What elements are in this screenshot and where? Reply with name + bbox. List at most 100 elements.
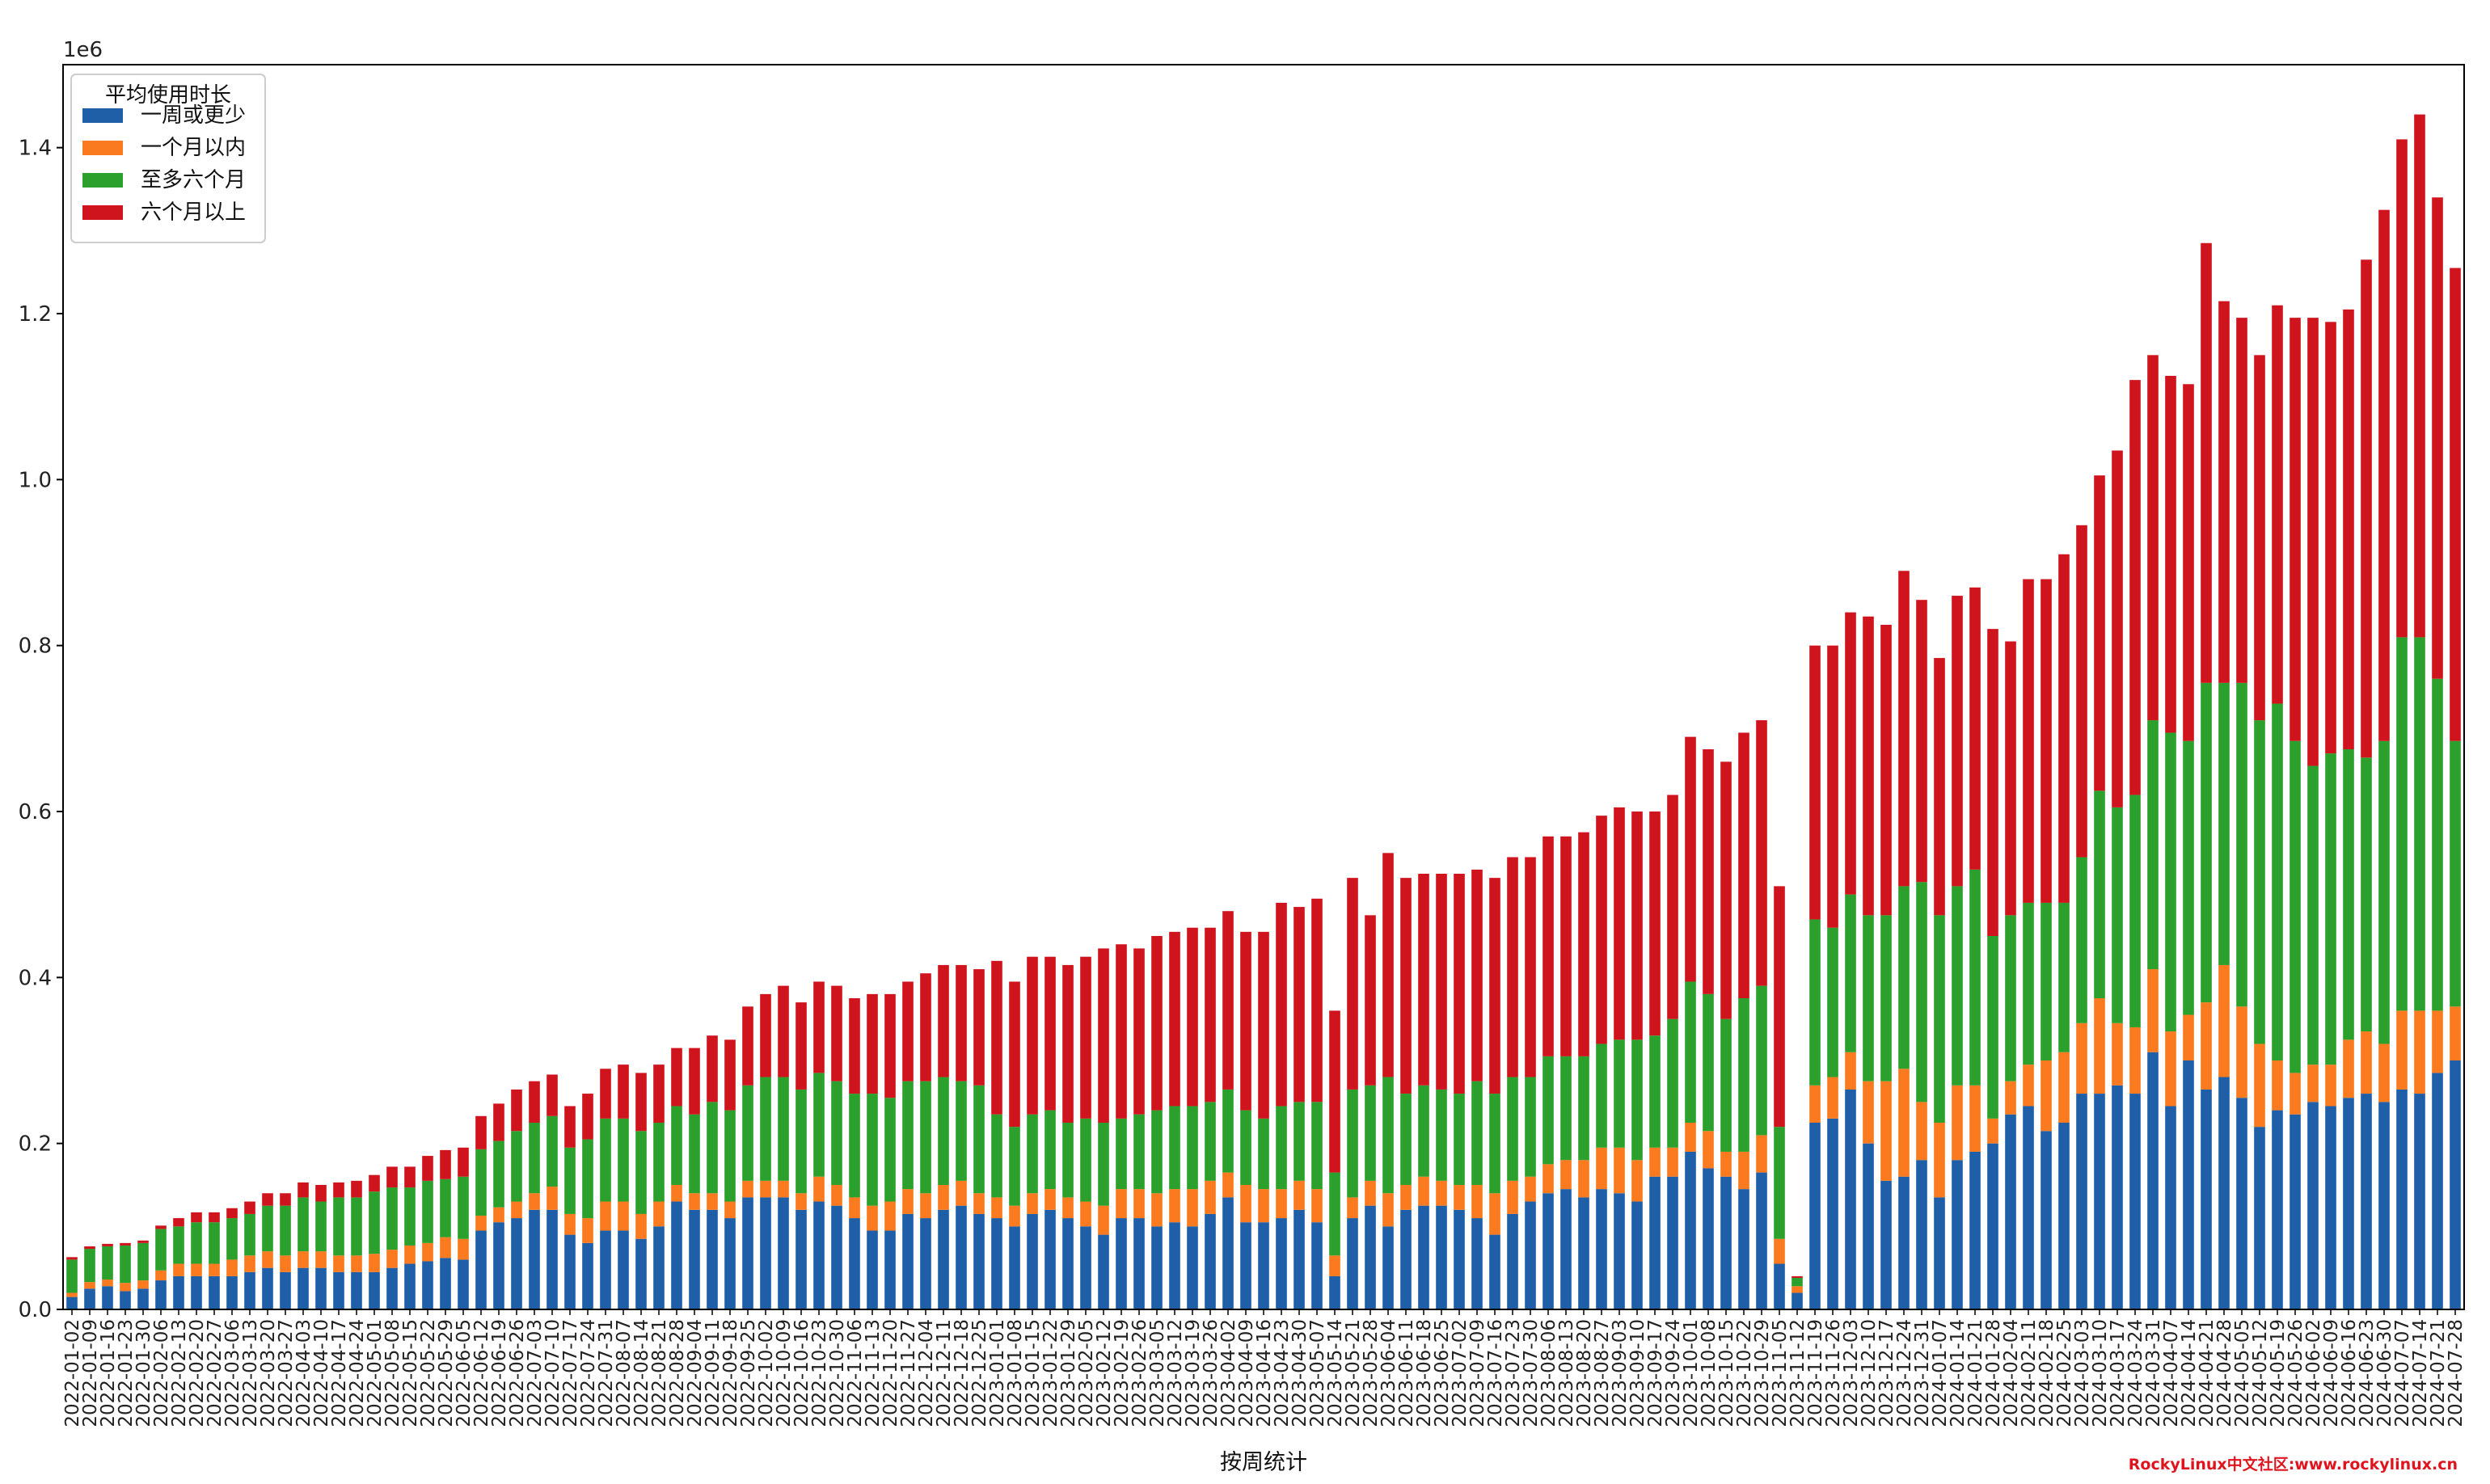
bar-segment-3 — [2129, 795, 2141, 1027]
bar-segment-1 — [2254, 1127, 2265, 1309]
x-tick-label: 2023-02-12 — [1094, 1319, 1115, 1427]
bar-segment-3 — [298, 1197, 309, 1252]
bar-segment-3 — [155, 1229, 167, 1271]
bar-segment-4 — [2450, 268, 2461, 741]
bar-segment-1 — [1418, 1205, 1429, 1309]
x-tick-label: 2023-02-05 — [1076, 1319, 1097, 1427]
bar-segment-4 — [884, 993, 896, 1098]
x-tick-label: 2022-12-18 — [952, 1319, 973, 1427]
bar-segment-1 — [600, 1230, 611, 1309]
x-tick-label: 2023-12-24 — [1894, 1319, 1915, 1427]
bar-segment-3 — [1720, 1018, 1732, 1152]
bar-segment-3 — [956, 1081, 967, 1181]
bar-segment-2 — [1952, 1085, 1963, 1161]
bar-segment-3 — [1880, 915, 1892, 1081]
bar-segment-2 — [1720, 1151, 1732, 1177]
bar-segment-3 — [2414, 637, 2425, 1011]
bar-segment-1 — [66, 1296, 78, 1309]
bar-segment-2 — [1863, 1081, 1874, 1144]
bar-segment-3 — [1507, 1077, 1518, 1181]
x-tick-label: 2024-03-31 — [2143, 1319, 2164, 1427]
bar-segment-1 — [1934, 1197, 1945, 1309]
bar-segment-4 — [404, 1166, 416, 1188]
x-tick-label: 2023-09-24 — [1663, 1319, 1684, 1427]
x-tick-label: 2022-12-11 — [934, 1319, 955, 1427]
bar-segment-2 — [1080, 1201, 1091, 1227]
bar-segment-2 — [1045, 1189, 1056, 1210]
bar-segment-1 — [2129, 1094, 2141, 1309]
bar-segment-4 — [2343, 309, 2354, 749]
bar-segment-3 — [1400, 1094, 1412, 1185]
bar-segment-1 — [1169, 1222, 1180, 1309]
bar-segment-2 — [1187, 1189, 1198, 1227]
bar-segment-3 — [66, 1259, 78, 1293]
x-tick-label: 2023-01-22 — [1040, 1319, 1061, 1427]
bar-segment-3 — [386, 1187, 398, 1250]
bar-segment-4 — [1454, 874, 1465, 1094]
bar-segment-1 — [2432, 1073, 2443, 1309]
bar-segment-2 — [1418, 1176, 1429, 1206]
bar-segment-3 — [884, 1098, 896, 1202]
bar-segment-3 — [2396, 637, 2408, 1011]
bar-segment-3 — [280, 1205, 291, 1256]
bar-segment-2 — [1525, 1176, 1536, 1202]
bar-segment-2 — [173, 1263, 184, 1276]
x-tick-label: 2023-01-29 — [1058, 1319, 1079, 1427]
bar-segment-4 — [1205, 927, 1216, 1102]
bar-segment-2 — [2058, 1052, 2070, 1123]
bar-segment-2 — [209, 1263, 220, 1276]
bar-segment-4 — [920, 973, 931, 1081]
bar-segment-1 — [707, 1209, 718, 1309]
bar-segment-1 — [671, 1201, 682, 1309]
bar-segment-2 — [1258, 1189, 1269, 1223]
bar-segment-3 — [1667, 1018, 1678, 1148]
watermark: RockyLinux中文社区:www.rockylinux.cn — [2129, 1455, 2458, 1473]
bar-segment-2 — [102, 1280, 113, 1287]
x-tick-label: 2024-07-07 — [2392, 1319, 2413, 1427]
bar-segment-4 — [2254, 355, 2265, 721]
bar-segment-4 — [600, 1069, 611, 1119]
bar-segment-4 — [120, 1242, 131, 1246]
x-tick-label: 2022-09-18 — [720, 1319, 741, 1427]
bar-segment-4 — [1045, 956, 1056, 1111]
x-tick-label: 2023-08-13 — [1556, 1319, 1577, 1427]
bar-segment-3 — [991, 1114, 1002, 1198]
bar-segment-1 — [2112, 1085, 2123, 1309]
bar-segment-4 — [1169, 931, 1180, 1107]
bar-segment-2 — [1507, 1180, 1518, 1214]
x-tick-label: 2022-12-25 — [969, 1319, 990, 1427]
x-tick-label: 2022-11-27 — [898, 1319, 919, 1427]
bar-segment-3 — [2112, 807, 2123, 1023]
bar-segment-3 — [902, 1081, 914, 1190]
bar-segment-1 — [2023, 1106, 2034, 1309]
x-tick-label: 2023-12-10 — [1859, 1319, 1880, 1427]
y-tick-label: 0.6 — [19, 800, 52, 824]
bar-segment-3 — [582, 1139, 593, 1219]
bar-segment-1 — [1240, 1222, 1251, 1309]
x-tick-label: 2022-05-29 — [436, 1319, 457, 1427]
bar-segment-3 — [458, 1176, 469, 1239]
bar-segment-3 — [1116, 1118, 1127, 1190]
bar-segment-1 — [2094, 1094, 2105, 1309]
bar-segment-4 — [1614, 807, 1625, 1040]
y-tick-label: 0.0 — [19, 1298, 52, 1322]
x-tick-label: 2023-01-15 — [1023, 1319, 1044, 1427]
bar-segment-3 — [1809, 919, 1821, 1086]
bar-segment-4 — [1880, 625, 1892, 916]
legend-swatch-2 — [82, 141, 123, 155]
bar-segment-3 — [849, 1094, 860, 1198]
bar-segment-4 — [2147, 355, 2159, 721]
bar-segment-4 — [796, 1002, 807, 1090]
bar-segment-3 — [404, 1187, 416, 1246]
bar-segment-4 — [1009, 981, 1020, 1128]
bar-segment-2 — [511, 1201, 522, 1219]
bar-segment-2 — [66, 1292, 78, 1297]
bar-segment-1 — [2041, 1131, 2052, 1309]
bar-segment-1 — [1205, 1213, 1216, 1309]
bar-segment-3 — [653, 1123, 665, 1202]
bar-segment-2 — [1649, 1147, 1661, 1177]
bar-segment-2 — [1169, 1189, 1180, 1223]
bar-segment-3 — [618, 1118, 629, 1202]
